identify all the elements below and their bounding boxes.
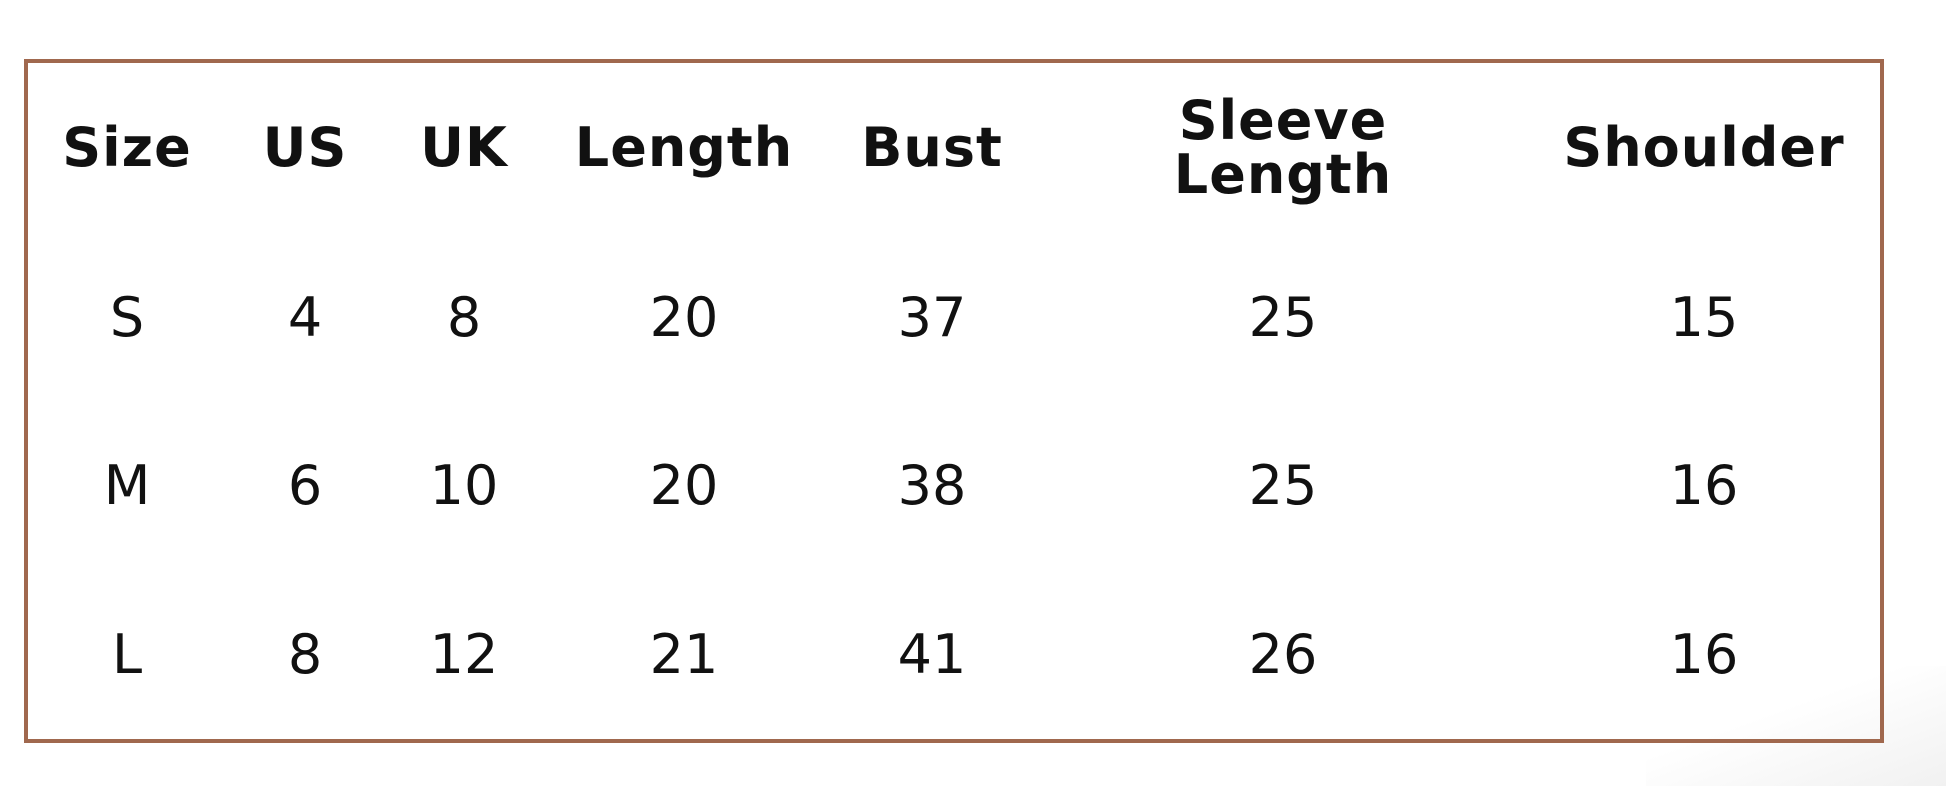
cell-size: S	[109, 286, 145, 349]
header-uk: UK	[420, 116, 508, 179]
background-shadow	[1646, 666, 1946, 786]
cell-length: 20	[649, 286, 719, 349]
cell-shoulder: 15	[1669, 286, 1739, 349]
cell-us: 8	[287, 623, 323, 686]
cell-uk: 10	[429, 454, 499, 517]
header-sleeve-length: Sleeve Length	[1173, 89, 1393, 206]
cell-us: 4	[287, 286, 323, 349]
cell-uk: 8	[446, 286, 482, 349]
header-length: Length	[574, 116, 794, 179]
cell-sleeve-length: 25	[1248, 454, 1318, 517]
cell-length: 21	[649, 623, 719, 686]
cell-shoulder: 16	[1669, 623, 1739, 686]
cell-size: L	[111, 623, 143, 686]
cell-length: 20	[649, 454, 719, 517]
cell-bust: 38	[897, 454, 967, 517]
cell-bust: 37	[897, 286, 967, 349]
header-shoulder: Shoulder	[1563, 116, 1845, 179]
header-us: US	[262, 116, 348, 179]
cell-sleeve-length: 25	[1248, 286, 1318, 349]
header-bust: Bust	[861, 116, 1003, 179]
cell-sleeve-length: 26	[1248, 623, 1318, 686]
cell-us: 6	[287, 454, 323, 517]
size-chart-table	[24, 59, 1884, 743]
cell-size: M	[103, 454, 151, 517]
cell-bust: 41	[897, 623, 967, 686]
cell-shoulder: 16	[1669, 454, 1739, 517]
cell-uk: 12	[429, 623, 499, 686]
header-size: Size	[62, 116, 192, 179]
